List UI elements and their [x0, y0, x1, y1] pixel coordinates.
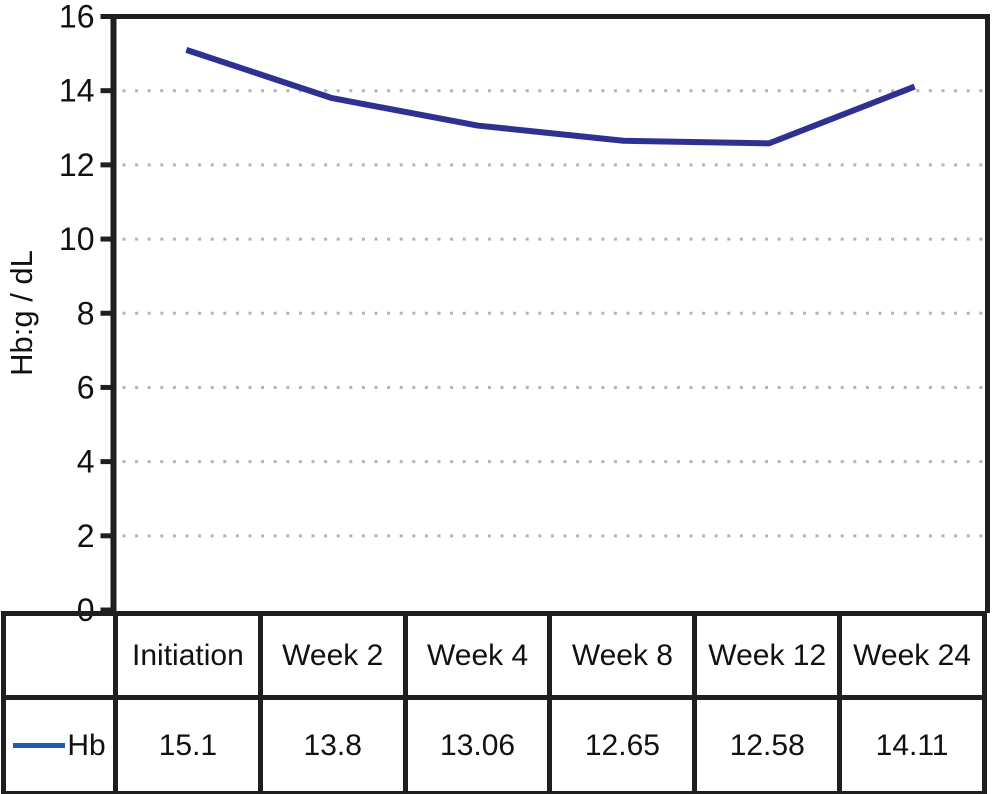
legend-cell: Hb: [1, 695, 118, 794]
y-tick-label: 12: [59, 147, 95, 183]
y-tick-label: 4: [77, 444, 95, 480]
value-cell: 14.11: [837, 695, 987, 794]
y-tick-label: 8: [77, 295, 95, 331]
legend-line-swatch: [13, 743, 66, 748]
value-row: Hb 15.1 13.8 13.06 12.65 12.58 14.11: [1, 695, 987, 794]
corner-spacer: [1, 611, 118, 700]
data-table: Initiation Week 2 Week 4 Week 8 Week 12 Week …: [1, 611, 987, 794]
legend-label: Hb: [67, 728, 106, 762]
gridlines: [122, 89, 983, 538]
value-cell: 12.65: [547, 695, 698, 794]
value-cell: 15.1: [113, 695, 263, 794]
y-tick-label: 6: [77, 369, 95, 405]
y-tick-label: 10: [59, 221, 95, 257]
y-axis-title: Hb:g / dL: [4, 250, 39, 376]
category-cell: Week 24: [837, 611, 987, 700]
value-cell: 13.06: [402, 695, 553, 794]
series-line: [185, 47, 916, 147]
value-cell: 13.8: [257, 695, 408, 794]
category-cell: Week 2: [257, 611, 408, 700]
legend-entry: Hb: [9, 728, 111, 763]
category-cell: Initiation: [113, 611, 263, 700]
y-tick-label: 16: [59, 0, 95, 35]
category-row: Initiation Week 2 Week 4 Week 8 Week 12 Week …: [1, 611, 987, 700]
y-tick-label: 14: [59, 73, 95, 109]
category-cell: Week 8: [547, 611, 698, 700]
value-cell: 12.58: [692, 695, 843, 794]
hb-series-line: [185, 47, 916, 147]
y-tick-label: 2: [77, 518, 95, 554]
category-cell: Week 12: [692, 611, 843, 700]
category-cell: Week 4: [402, 611, 553, 700]
